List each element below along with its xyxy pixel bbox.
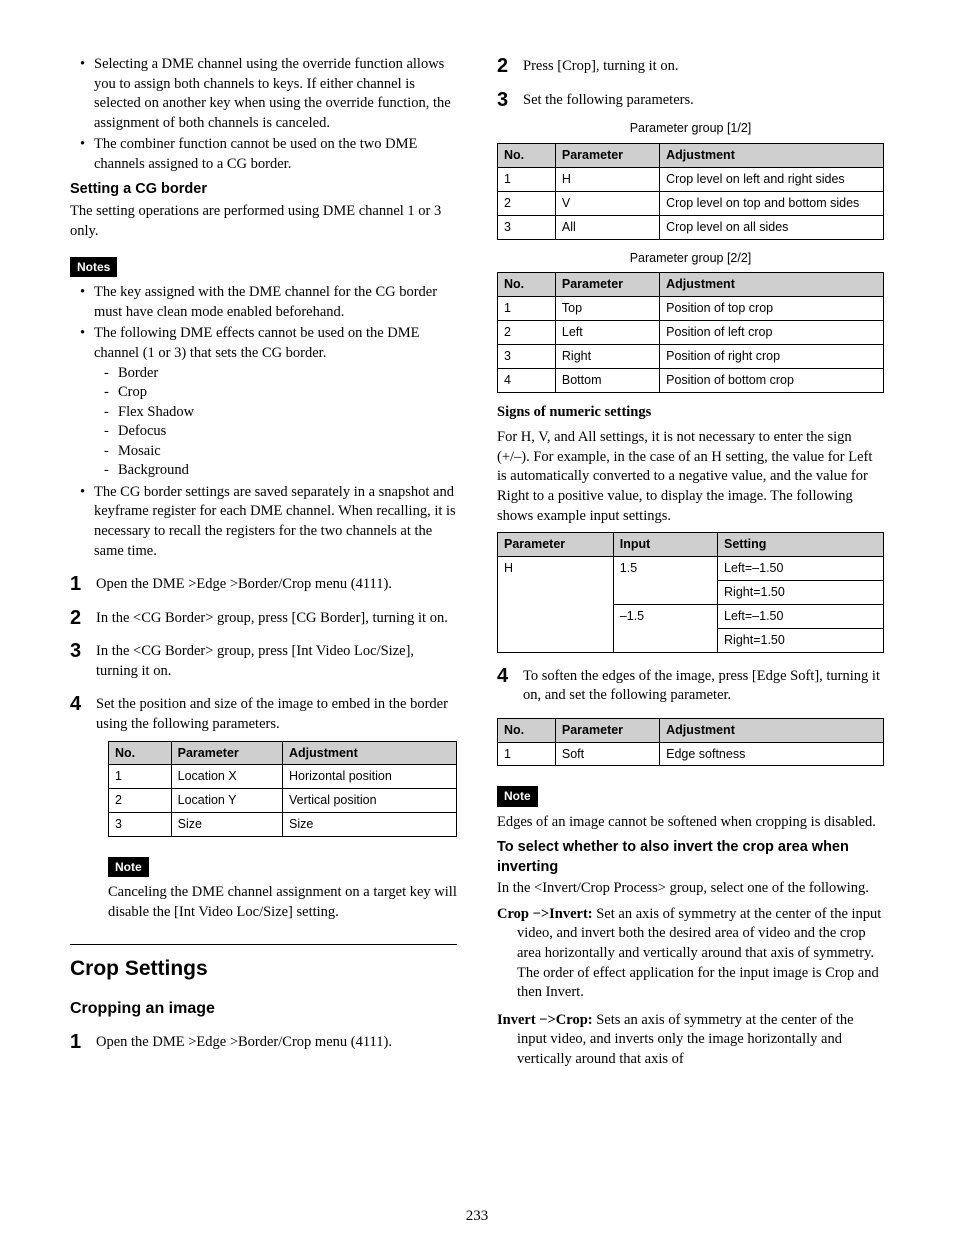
notes-badge: Notes (70, 257, 117, 277)
step-num: 2 (70, 607, 96, 628)
bullet: Selecting a DME channel using the overri… (80, 55, 457, 133)
dash-list: Border Crop Flex Shadow Defocus Mosaic B… (94, 364, 457, 481)
section-crop-settings: Crop Settings (70, 955, 457, 983)
top-bullets: Selecting a DME channel using the overri… (70, 55, 457, 174)
step-text: To soften the edges of the image, press … (523, 665, 884, 706)
signs-text: For H, V, and All settings, it is not ne… (497, 428, 884, 526)
step-text: Open the DME >Edge >Border/Crop menu (41… (96, 573, 457, 595)
setting-text: The setting operations are performed usi… (70, 202, 457, 241)
table-soft: No.ParameterAdjustment 1SoftEdge softnes… (497, 718, 884, 767)
notes-list: The key assigned with the DME channel fo… (70, 283, 457, 561)
table-caption: Parameter group [1/2] (497, 120, 884, 137)
table-param-group-2: No.ParameterAdjustment 1TopPosition of t… (497, 272, 884, 392)
note-badge: Note (497, 786, 538, 806)
subhead-cropping: Cropping an image (70, 998, 457, 1020)
step-num: 1 (70, 1031, 96, 1052)
step: 2 Press [Crop], turning it on. (497, 55, 884, 77)
note-text: Canceling the DME channel assignment on … (108, 883, 457, 922)
step-text: In the <CG Border> group, press [CG Bord… (96, 607, 457, 629)
subhead-setting-cg-border: Setting a CG border (70, 180, 457, 200)
step-text: Press [Crop], turning it on. (523, 55, 884, 77)
divider (70, 944, 457, 945)
step-num: 4 (70, 693, 96, 714)
note-text: Edges of an image cannot be softened whe… (497, 813, 884, 833)
step-num: 3 (497, 89, 523, 110)
step-num: 4 (497, 665, 523, 686)
step-text: In the <CG Border> group, press [Int Vid… (96, 640, 457, 681)
step: 3 In the <CG Border> group, press [Int V… (70, 640, 457, 681)
def-crop-invert: Crop −>Invert: Set an axis of symmetry a… (497, 905, 884, 1003)
signs-head: Signs of numeric settings (497, 404, 651, 420)
step: 1 Open the DME >Edge >Border/Crop menu (… (70, 1031, 457, 1053)
step: 3 Set the following parameters. (497, 89, 884, 111)
table-signs: ParameterInputSetting H 1.5 Left=–1.50 R… (497, 532, 884, 652)
table-param-group-1: No.ParameterAdjustment 1HCrop level on l… (497, 143, 884, 240)
step: 1 Open the DME >Edge >Border/Crop menu (… (70, 573, 457, 595)
bullet: The combiner function cannot be used on … (80, 135, 457, 174)
step: 2 In the <CG Border> group, press [CG Bo… (70, 607, 457, 629)
invert-head: To select whether to also invert the cro… (497, 838, 884, 877)
step-text: Set the following parameters. (523, 89, 884, 111)
step-num: 3 (70, 640, 96, 661)
step-text: Open the DME >Edge >Border/Crop menu (41… (96, 1031, 457, 1053)
step: 4 To soften the edges of the image, pres… (497, 665, 884, 706)
table-caption: Parameter group [2/2] (497, 250, 884, 267)
def-invert-crop: Invert −>Crop: Sets an axis of symmetry … (497, 1011, 884, 1070)
note-item: The CG border settings are saved separat… (80, 483, 457, 561)
table-loc-size: No. Parameter Adjustment 1Location XHori… (108, 741, 457, 838)
note-item: The following DME effects cannot be used… (80, 324, 457, 481)
step-num: 2 (497, 55, 523, 76)
note-item: The key assigned with the DME channel fo… (80, 283, 457, 322)
step-num: 1 (70, 573, 96, 594)
invert-intro: In the <Invert/Crop Process> group, sele… (497, 879, 884, 899)
note-badge: Note (108, 857, 149, 877)
page-number: 233 (0, 1206, 954, 1226)
step: 4 Set the position and size of the image… (70, 693, 457, 734)
step-text: Set the position and size of the image t… (96, 693, 457, 734)
